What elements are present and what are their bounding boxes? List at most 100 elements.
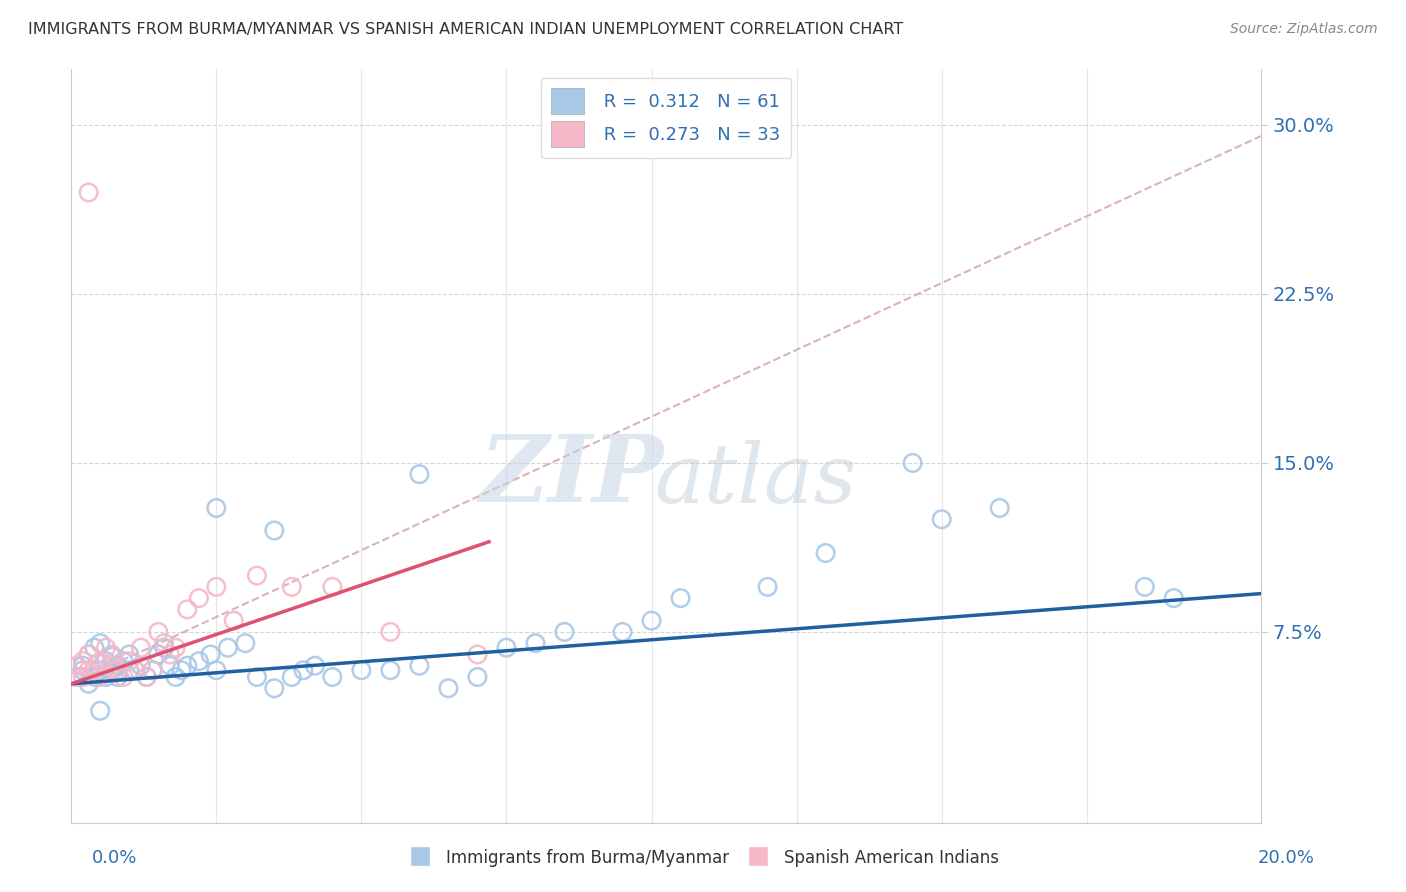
Point (187, 654, 209, 668)
Point (205, 580, 228, 594)
Point (756, 580, 779, 594)
Point (304, 658, 326, 673)
Point (350, 663, 373, 677)
Text: 20.0%: 20.0% (1258, 849, 1315, 867)
Point (107, 663, 129, 677)
Point (321, 670, 343, 684)
Point (153, 636, 176, 650)
Point (129, 658, 152, 673)
Point (165, 670, 187, 684)
Point (107, 670, 129, 684)
Point (148, 624, 170, 639)
Point (148, 648, 170, 662)
Point (118, 654, 141, 668)
Point (94, 670, 117, 684)
Point (118, 648, 141, 662)
Point (408, 658, 430, 673)
Point (233, 636, 256, 650)
Point (72, 654, 94, 668)
Point (901, 456, 924, 470)
Point (89, 663, 111, 677)
Point (94, 654, 117, 668)
Point (66, 670, 89, 684)
Point (159, 648, 181, 662)
Point (814, 546, 837, 560)
Point (135, 670, 157, 684)
Point (176, 602, 198, 616)
Point (170, 663, 193, 677)
Point (89, 670, 111, 684)
Point (112, 654, 135, 668)
Point (988, 500, 1011, 515)
Point (101, 658, 124, 673)
Point (112, 670, 135, 684)
Point (187, 591, 209, 606)
Point (217, 640, 239, 655)
Point (640, 614, 662, 628)
Text: atlas: atlas (654, 440, 856, 520)
Point (135, 670, 157, 684)
Point (77, 648, 100, 662)
Point (1133, 580, 1156, 594)
Point (141, 663, 163, 677)
Point (83, 640, 105, 655)
Point (89, 636, 111, 650)
Point (222, 614, 245, 628)
Point (72, 670, 94, 684)
Text: 0.0%: 0.0% (91, 849, 136, 867)
Point (107, 658, 129, 673)
Point (321, 580, 343, 594)
Point (437, 681, 460, 696)
Point (200, 648, 222, 662)
Point (72, 663, 94, 677)
Point (408, 467, 430, 482)
Point (495, 640, 517, 655)
Point (89, 704, 111, 718)
Point (467, 670, 489, 684)
Point (292, 663, 315, 677)
Point (124, 663, 146, 677)
Point (1163, 591, 1185, 606)
Point (77, 663, 100, 677)
Point (176, 658, 198, 673)
Text: IMMIGRANTS FROM BURMA/MYANMAR VS SPANISH AMERICAN INDIAN UNEMPLOYMENT CORRELATIO: IMMIGRANTS FROM BURMA/MYANMAR VS SPANISH… (28, 22, 904, 37)
Point (380, 663, 402, 677)
Point (263, 681, 285, 696)
Point (83, 670, 105, 684)
Point (153, 640, 176, 655)
Point (72, 658, 94, 673)
Point (205, 663, 228, 677)
Point (246, 670, 269, 684)
Point (263, 524, 285, 538)
Point (669, 591, 692, 606)
Point (101, 663, 124, 677)
Point (77, 186, 100, 200)
Point (165, 640, 187, 655)
Point (281, 580, 304, 594)
Point (553, 624, 575, 639)
Point (66, 670, 89, 684)
Point (524, 636, 547, 650)
Text: Source: ZipAtlas.com: Source: ZipAtlas.com (1230, 22, 1378, 37)
Point (467, 648, 489, 662)
Point (124, 663, 146, 677)
Point (246, 568, 269, 582)
Point (141, 663, 163, 677)
Point (77, 677, 100, 691)
Point (931, 512, 953, 526)
Point (612, 624, 634, 639)
Legend: Immigrants from Burma/Myanmar, Spanish American Indians: Immigrants from Burma/Myanmar, Spanish A… (401, 841, 1005, 875)
Point (281, 670, 304, 684)
Point (77, 648, 100, 662)
Point (380, 624, 402, 639)
Point (101, 648, 124, 662)
Point (159, 658, 181, 673)
Point (129, 640, 152, 655)
Point (205, 500, 228, 515)
Text: ZIP: ZIP (478, 431, 664, 521)
Legend:  R =  0.312   N = 61,  R =  0.273   N = 33: R = 0.312 N = 61, R = 0.273 N = 33 (540, 78, 792, 158)
Point (101, 649, 124, 664)
Point (89, 654, 111, 668)
Point (66, 658, 89, 673)
Point (118, 663, 141, 677)
